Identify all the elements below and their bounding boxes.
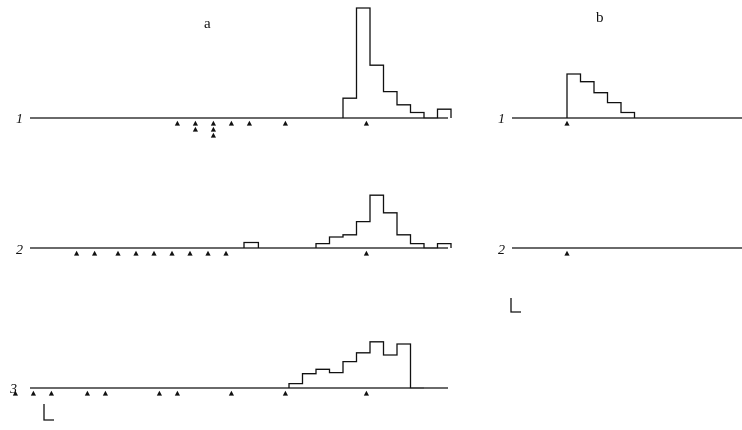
marker-a3-8 — [282, 390, 288, 396]
marker-a1-9 — [363, 120, 369, 126]
marker-b1-0 — [564, 120, 570, 126]
histogram-bars-a1 — [342, 7, 452, 119]
marker-a3-3 — [84, 390, 90, 396]
marker-a3-0 — [12, 390, 18, 396]
marker-a2-5 — [169, 250, 175, 256]
scale-bar-b — [510, 298, 521, 313]
marker-a1-4 — [210, 126, 216, 132]
marker-a2-4 — [151, 250, 157, 256]
panel-a-label: a — [204, 16, 211, 32]
marker-a1-1 — [192, 120, 198, 126]
marker-a2-0 — [74, 250, 80, 256]
histogram-extra-bin-a2-0 — [243, 241, 260, 248]
row-b2-label: 2 — [498, 243, 505, 258]
marker-a2-8 — [223, 250, 229, 256]
marker-a3-6 — [174, 390, 180, 396]
histogram-bars-a3 — [288, 341, 424, 389]
histogram-bars-b1 — [566, 73, 636, 118]
marker-a2-3 — [133, 250, 139, 256]
marker-a3-9 — [363, 390, 369, 396]
marker-a3-4 — [102, 390, 108, 396]
marker-a2-1 — [92, 250, 98, 256]
marker-a1-2 — [192, 126, 198, 132]
marker-a1-7 — [246, 120, 252, 126]
marker-a1-0 — [174, 120, 180, 126]
panel-b-label: b — [596, 10, 604, 26]
marker-a2-2 — [115, 250, 121, 256]
row-a2-label: 2 — [16, 243, 23, 258]
histogram-bars-a2 — [315, 194, 452, 249]
marker-a2-9 — [363, 250, 369, 256]
marker-a3-2 — [48, 390, 54, 396]
scale-bar-a — [43, 404, 54, 421]
marker-a3-5 — [156, 390, 162, 396]
marker-a2-6 — [187, 250, 193, 256]
marker-a2-7 — [205, 250, 211, 256]
marker-a1-5 — [210, 132, 216, 138]
marker-a1-8 — [282, 120, 288, 126]
marker-b2-0 — [564, 250, 570, 256]
plot-layer — [12, 7, 742, 396]
marker-a1-3 — [210, 120, 216, 126]
marker-a3-7 — [228, 390, 234, 396]
marker-a3-1 — [30, 390, 36, 396]
row-a3-label: 3 — [9, 382, 17, 397]
row-b1-label: 1 — [498, 112, 505, 127]
row-a1-label: 1 — [16, 112, 23, 127]
marker-a1-6 — [228, 120, 234, 126]
